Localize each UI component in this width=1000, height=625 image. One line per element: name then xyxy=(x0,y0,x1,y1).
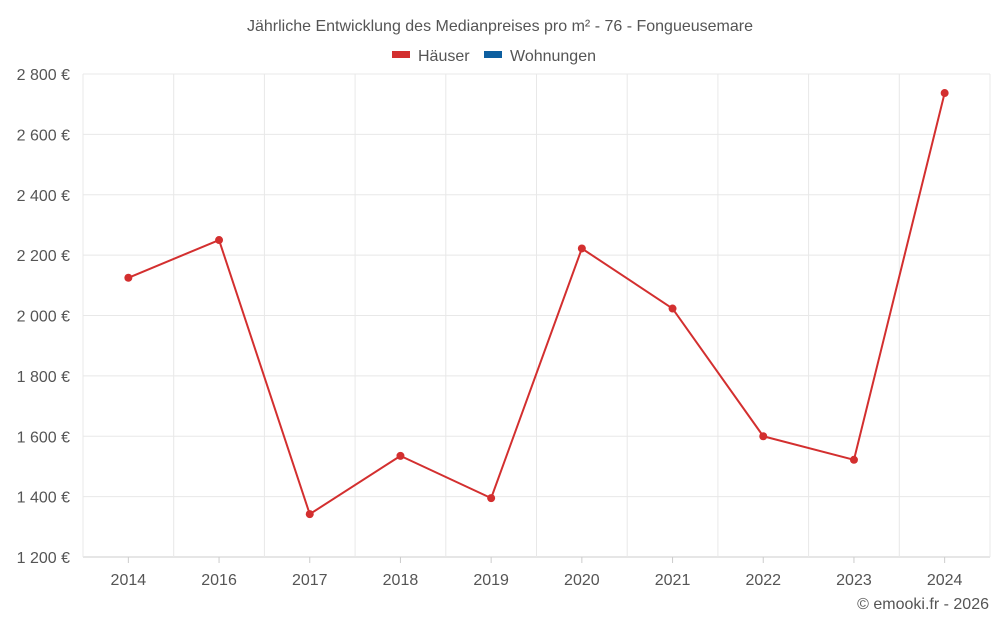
y-tick-label: 2 600 € xyxy=(17,127,70,144)
x-tick-label: 2021 xyxy=(655,572,691,589)
y-tick-label: 2 800 € xyxy=(17,67,70,84)
y-tick-label: 1 400 € xyxy=(17,490,70,507)
series-layer xyxy=(124,89,949,519)
chart-title: Jährliche Entwicklung des Medianpreises … xyxy=(247,18,753,35)
data-point[interactable] xyxy=(487,494,496,503)
legend-swatch-wohnungen[interactable] xyxy=(484,51,502,58)
y-tick-label: 1 200 € xyxy=(17,550,70,567)
x-tick-label: 2019 xyxy=(473,572,509,589)
y-tick-label: 1 800 € xyxy=(17,369,70,386)
data-point[interactable] xyxy=(305,510,314,519)
y-tick-label: 1 600 € xyxy=(17,429,70,446)
y-tick-label: 2 400 € xyxy=(17,188,70,205)
x-tick-label: 2023 xyxy=(836,572,872,589)
y-tick-label: 2 000 € xyxy=(17,309,70,326)
data-point[interactable] xyxy=(396,451,405,460)
legend-swatch-haeuser[interactable] xyxy=(392,51,410,58)
y-axis-ticks: 1 200 € 1 400 € 1 600 € 1 800 € 2 000 € 2 200… xyxy=(17,67,70,567)
x-tick-label: 2024 xyxy=(927,572,963,589)
data-point[interactable] xyxy=(759,432,768,441)
data-point[interactable] xyxy=(940,89,949,98)
legend-label-wohnungen[interactable]: Wohnungen xyxy=(510,48,596,65)
data-point[interactable] xyxy=(124,273,133,282)
x-axis-ticks: 2014 2016 2017 2018 2019 2020 2021 2022 2023 2024 xyxy=(111,557,963,589)
x-tick-label: 2022 xyxy=(745,572,781,589)
x-tick-label: 2014 xyxy=(111,572,147,589)
data-point[interactable] xyxy=(577,244,586,253)
data-point[interactable] xyxy=(215,236,224,245)
x-tick-label: 2020 xyxy=(564,572,600,589)
legend-label-haeuser[interactable]: Häuser xyxy=(418,48,470,65)
data-point[interactable] xyxy=(668,304,677,313)
legend: Häuser Wohnungen xyxy=(392,48,596,65)
x-tick-label: 2017 xyxy=(292,572,328,589)
data-point[interactable] xyxy=(849,455,858,464)
y-tick-label: 2 200 € xyxy=(17,248,70,265)
series-line-0 xyxy=(127,92,946,516)
grid xyxy=(82,73,991,558)
credit-text: © emooki.fr - 2026 xyxy=(857,596,989,613)
x-tick-label: 2016 xyxy=(201,572,237,589)
x-tick-label: 2018 xyxy=(383,572,419,589)
